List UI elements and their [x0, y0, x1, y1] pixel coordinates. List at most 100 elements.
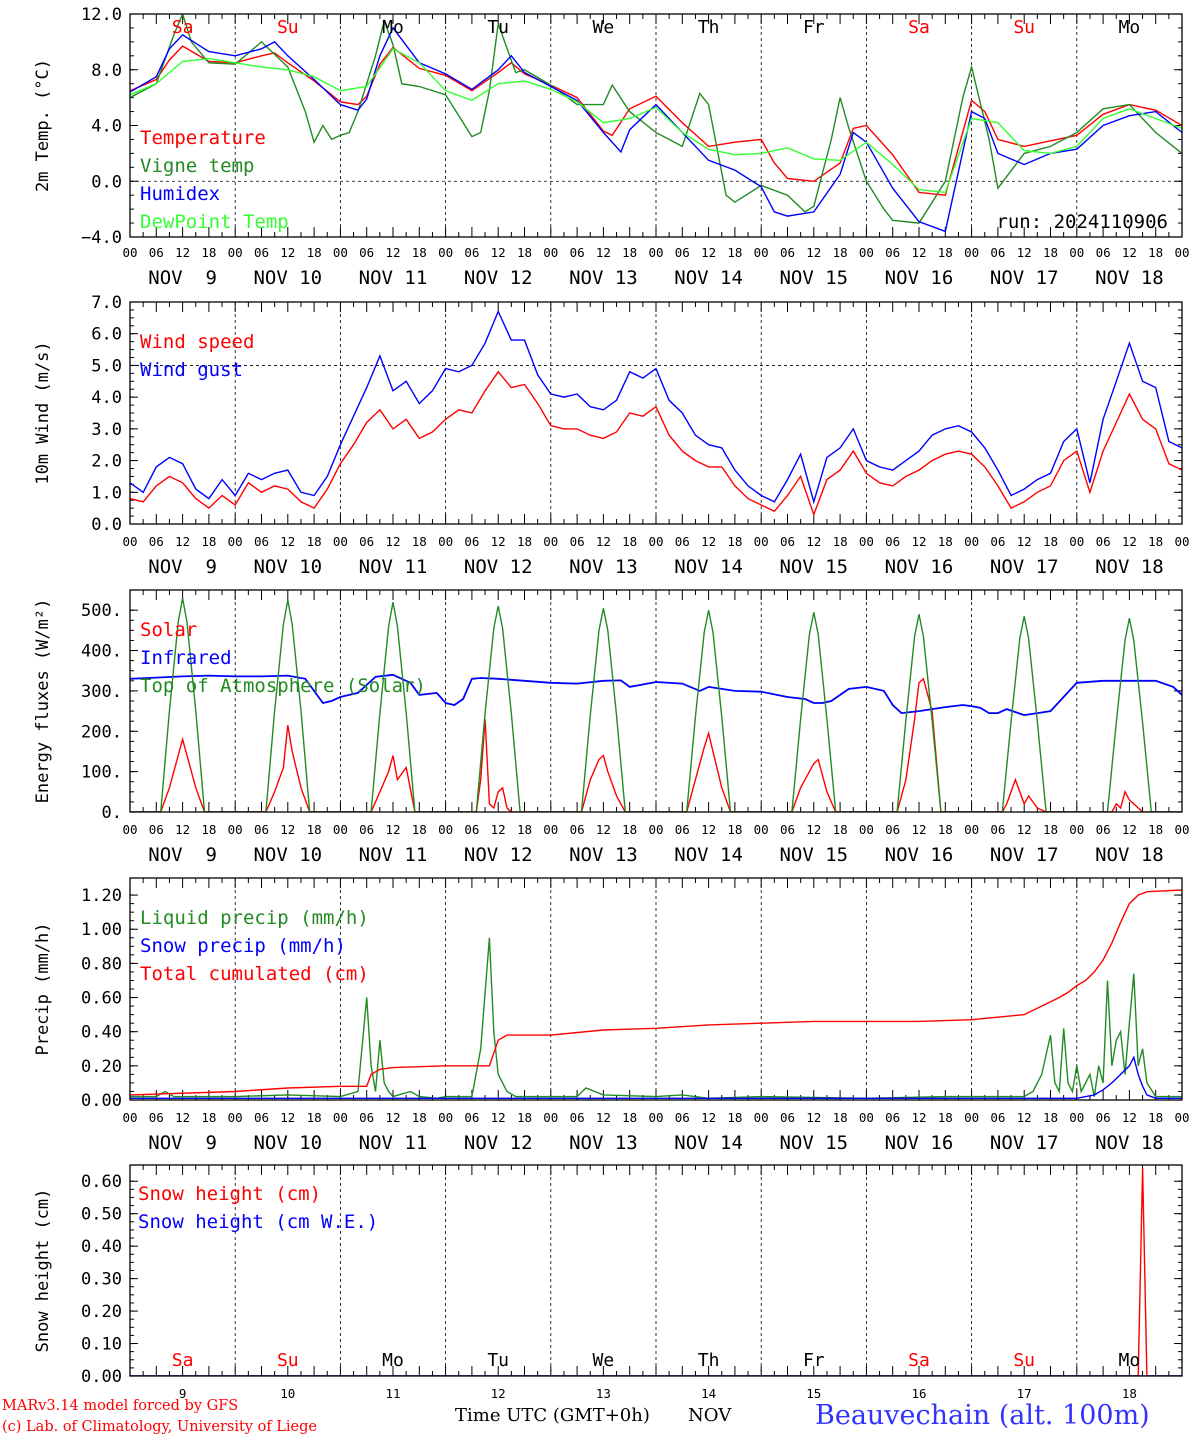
y-tick-label: −4.0 [81, 228, 122, 248]
date-label: NOV 18 [1095, 844, 1164, 866]
hour-tick-label: 12 [1122, 822, 1137, 837]
hour-tick-label: 06 [149, 534, 164, 549]
hour-tick-label: 18 [412, 822, 427, 837]
hour-tick-label: 06 [359, 245, 374, 260]
series-wind-speed-line [130, 370, 1182, 517]
day-number: 11 [385, 1386, 400, 1401]
series-wind-gust-line [130, 309, 1182, 505]
date-label: NOV 9 [148, 556, 217, 578]
legend-entry: Temperature [140, 127, 266, 149]
hour-tick-label: 12 [1017, 822, 1032, 837]
hour-tick-label: 12 [280, 1110, 295, 1125]
hour-tick-label: 00 [964, 822, 979, 837]
y-tick-label: 5.0 [91, 356, 122, 376]
hour-tick-label: 18 [517, 534, 532, 549]
legend-entry: Infrared [140, 647, 232, 669]
hour-tick-label: 00 [648, 534, 663, 549]
day-name: Mo [1119, 17, 1141, 38]
hour-tick-label: 06 [359, 534, 374, 549]
hour-tick-label: 12 [806, 822, 821, 837]
y-tick-label: 1.0 [91, 483, 122, 503]
y-tick-label: 0.80 [81, 954, 122, 974]
day-name: We [593, 1350, 615, 1371]
legend-entry: Liquid precip (mm/h) [140, 907, 369, 929]
hour-tick-label: 00 [122, 822, 137, 837]
hour-tick-label: 00 [754, 534, 769, 549]
hour-tick-label: 00 [859, 1110, 874, 1125]
date-label: NOV 11 [359, 267, 428, 289]
hour-tick-label: 00 [1174, 1110, 1189, 1125]
hour-tick-label: 00 [228, 1110, 243, 1125]
hour-tick-label: 18 [307, 822, 322, 837]
date-label: NOV 14 [674, 556, 743, 578]
hour-tick-label: 06 [780, 1110, 795, 1125]
hour-tick-label: 00 [859, 245, 874, 260]
hour-tick-label: 18 [1043, 245, 1058, 260]
y-tick-label: 6.0 [91, 325, 122, 345]
day-number: 9 [179, 1386, 187, 1401]
hour-tick-label: 12 [1122, 245, 1137, 260]
hour-tick-label: 00 [333, 534, 348, 549]
hour-tick-label: 12 [596, 822, 611, 837]
hour-tick-label: 18 [1148, 534, 1163, 549]
hour-tick-label: 06 [990, 1110, 1005, 1125]
hour-tick-label: 00 [438, 822, 453, 837]
y-tick-label: 7.0 [91, 293, 122, 313]
hour-tick-label: 18 [1148, 1110, 1163, 1125]
legend-entry: Snow height (cm W.E.) [138, 1211, 378, 1233]
date-label: NOV 17 [990, 844, 1059, 866]
y-tick-label: 4.0 [91, 388, 122, 408]
hour-tick-label: 18 [412, 534, 427, 549]
hour-tick-label: 12 [280, 245, 295, 260]
hour-tick-label: 00 [964, 245, 979, 260]
hour-tick-label: 00 [648, 245, 663, 260]
y-tick-label: 0. [102, 803, 122, 823]
station-name: Beauvechain (alt. 100m) [815, 1400, 1150, 1431]
hour-tick-label: 12 [175, 534, 190, 549]
date-label: NOV 18 [1095, 267, 1164, 289]
hour-tick-label: 12 [491, 1110, 506, 1125]
hour-tick-label: 00 [543, 1110, 558, 1125]
date-label: NOV 10 [253, 267, 322, 289]
date-label: NOV 16 [885, 267, 954, 289]
hour-tick-label: 18 [727, 1110, 742, 1125]
hour-tick-label: 00 [228, 245, 243, 260]
hour-tick-label: 00 [964, 534, 979, 549]
date-label: NOV 15 [779, 1132, 848, 1154]
hour-tick-label: 12 [911, 534, 926, 549]
y-tick-label: 1.20 [81, 886, 122, 906]
hour-tick-label: 12 [911, 1110, 926, 1125]
day-name: Tu [487, 1350, 509, 1371]
y-tick-label: 100. [81, 763, 122, 783]
date-label: NOV 13 [569, 267, 638, 289]
hour-tick-label: 00 [122, 245, 137, 260]
x-axis-month: NOV [688, 1405, 732, 1426]
y-tick-label: 0.0 [91, 172, 122, 192]
date-label: NOV 18 [1095, 556, 1164, 578]
hour-tick-label: 12 [1122, 1110, 1137, 1125]
date-label: NOV 17 [990, 556, 1059, 578]
date-label: NOV 13 [569, 844, 638, 866]
hour-tick-label: 12 [701, 822, 716, 837]
hour-tick-label: 06 [780, 245, 795, 260]
date-label: NOV 15 [779, 844, 848, 866]
hour-tick-label: 12 [280, 534, 295, 549]
hour-tick-label: 00 [438, 245, 453, 260]
series-top-of-atmosphere-solar-line [130, 597, 1182, 812]
hour-tick-label: 18 [517, 245, 532, 260]
y-tick-label: 1.00 [81, 920, 122, 940]
date-label: NOV 10 [253, 844, 322, 866]
legend-entry: Top of Atmosphere (Solar) [140, 675, 426, 697]
hour-tick-label: 18 [938, 245, 953, 260]
panel-frame [129, 589, 1183, 813]
y-tick-label: 3.0 [91, 420, 122, 440]
hour-tick-label: 00 [1069, 534, 1084, 549]
panel-frame [129, 1164, 1183, 1377]
hour-tick-label: 12 [385, 534, 400, 549]
date-label: NOV 9 [148, 1132, 217, 1154]
y-tick-label: 0.50 [81, 1205, 122, 1225]
y-tick-label: 300. [81, 682, 122, 702]
hour-tick-label: 06 [990, 822, 1005, 837]
y-tick-label: 8.0 [91, 61, 122, 81]
